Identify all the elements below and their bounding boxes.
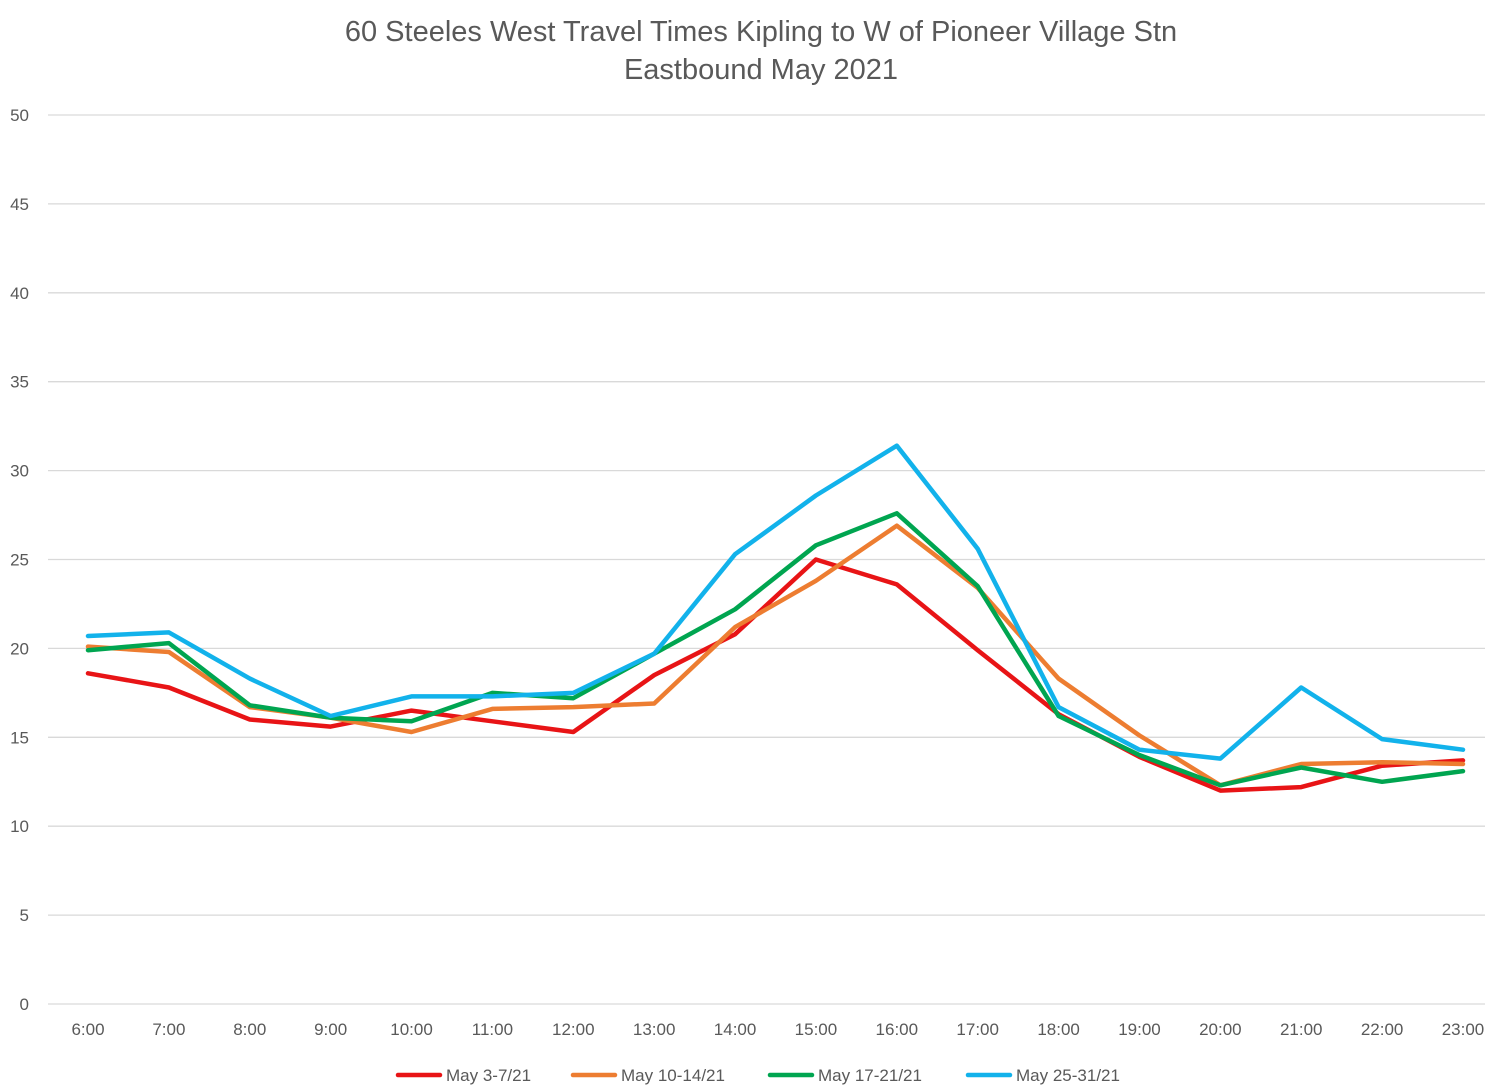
legend-label: May 25-31/21 — [1016, 1066, 1120, 1085]
series-line-may-3-7-21 — [85, 557, 1466, 793]
y-tick-label: 30 — [10, 462, 29, 481]
x-tick-label: 17:00 — [956, 1020, 999, 1039]
x-tick-label: 10:00 — [390, 1020, 433, 1039]
y-tick-label: 0 — [20, 995, 29, 1014]
x-tick-label: 16:00 — [876, 1020, 919, 1039]
x-tick-label: 20:00 — [1199, 1020, 1242, 1039]
x-tick-label: 15:00 — [795, 1020, 838, 1039]
legend-label: May 3-7/21 — [446, 1066, 531, 1085]
series-line-may-10-14-21 — [85, 523, 1466, 788]
x-tick-label: 9:00 — [314, 1020, 347, 1039]
x-tick-label: 18:00 — [1037, 1020, 1080, 1039]
x-tick-label: 8:00 — [233, 1020, 266, 1039]
x-tick-label: 22:00 — [1361, 1020, 1404, 1039]
chart-subtitle: Eastbound May 2021 — [624, 54, 898, 86]
y-tick-label: 5 — [20, 906, 29, 925]
series-lines — [85, 443, 1466, 793]
y-tick-label: 10 — [10, 817, 29, 836]
x-tick-label: 21:00 — [1280, 1020, 1323, 1039]
y-axis-tick-labels: 0 5 10 15 20 25 30 35 40 45 50 — [10, 106, 29, 1014]
y-tick-label: 25 — [10, 551, 29, 570]
x-tick-label: 23:00 — [1442, 1020, 1485, 1039]
x-tick-label: 6:00 — [71, 1020, 104, 1039]
x-tick-label: 13:00 — [633, 1020, 676, 1039]
legend-label: May 10-14/21 — [621, 1066, 725, 1085]
y-tick-label: 50 — [10, 106, 29, 125]
gridlines — [48, 114, 1485, 1005]
chart-title: 60 Steeles West Travel Times Kipling to … — [345, 16, 1177, 48]
y-tick-label: 35 — [10, 373, 29, 392]
x-axis-tick-labels: 6:00 7:00 8:00 9:00 10:00 11:00 12:00 13:00 14:0… — [71, 1020, 1484, 1039]
x-tick-label: 12:00 — [552, 1020, 595, 1039]
y-tick-label: 40 — [10, 284, 29, 303]
series-line-may-17-21-21 — [85, 511, 1466, 788]
x-tick-label: 14:00 — [714, 1020, 757, 1039]
y-tick-label: 15 — [10, 728, 29, 747]
legend-label: May 17-21/21 — [818, 1066, 922, 1085]
series-line-may-25-31-21 — [85, 443, 1466, 761]
y-tick-label: 20 — [10, 639, 29, 658]
x-tick-label: 11:00 — [472, 1020, 513, 1039]
x-tick-label: 7:00 — [152, 1020, 185, 1039]
y-tick-label: 45 — [10, 195, 29, 214]
x-tick-label: 19:00 — [1118, 1020, 1161, 1039]
legend: May 3-7/21 May 10-14/21 May 17-21/21 May 25… — [395, 1066, 1120, 1085]
